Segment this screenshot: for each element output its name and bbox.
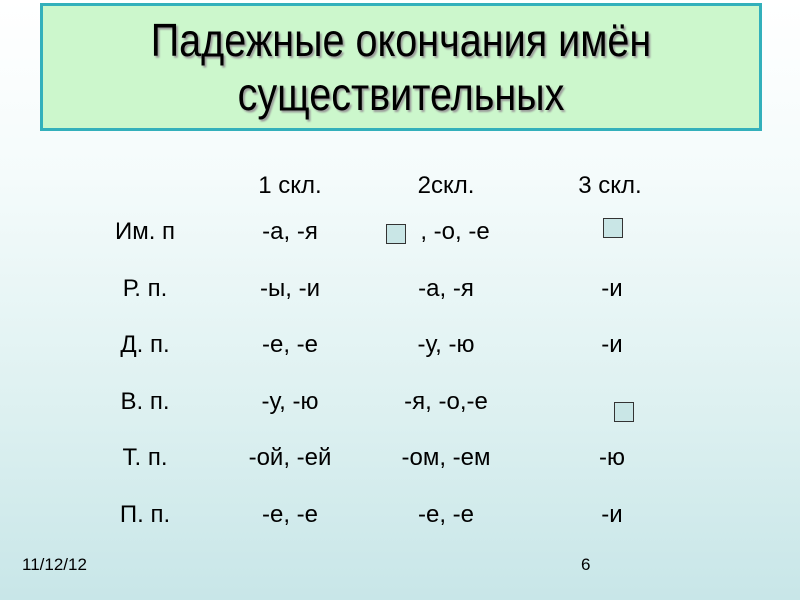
case-label: В. п.: [120, 388, 170, 415]
ending-cell: -е, -е: [417, 501, 475, 528]
ending-cell: -у, -ю: [417, 331, 475, 358]
ending-cell: -ю: [599, 444, 625, 471]
case-label: П. п.: [119, 501, 171, 528]
title-line-2: существительных: [237, 68, 565, 120]
empty-ending-square: [386, 224, 406, 244]
ending-cell: -е, -е: [261, 331, 319, 358]
header-2-decl: 2скл.: [417, 172, 475, 199]
ending-cell: -а, -я: [262, 218, 318, 245]
header-3-decl: 3 скл.: [578, 172, 642, 199]
ending-cell: , -о, -е: [420, 218, 490, 245]
ending-cell: -а, -я: [418, 275, 474, 302]
ending-cell: -ы, -и: [260, 275, 320, 302]
slide-number: 6: [581, 555, 591, 574]
empty-ending-square: [603, 218, 623, 238]
header-1-decl: 1 скл.: [258, 172, 322, 199]
case-label: Т. п.: [122, 444, 168, 471]
empty-ending-square: [614, 402, 634, 422]
ending-cell: -у, -ю: [261, 388, 319, 415]
case-label: Им. п: [114, 218, 176, 245]
ending-cell: -е, -е: [261, 501, 319, 528]
ending-cell: -и: [601, 331, 623, 358]
slide-date: 11/12/12: [22, 555, 87, 574]
ending-cell: -и: [601, 275, 623, 302]
case-label: Р. п.: [122, 275, 168, 302]
ending-cell: -и: [601, 501, 623, 528]
case-label: Д. п.: [120, 331, 170, 358]
ending-cell: -ой, -ей: [248, 444, 332, 471]
ending-cell: -ом, -ем: [401, 444, 491, 471]
title-box: Падежные окончания имён существительных: [40, 3, 762, 131]
title-line-1: Падежные окончания имён: [150, 14, 652, 66]
ending-cell: -я, -о,-е: [404, 388, 488, 415]
